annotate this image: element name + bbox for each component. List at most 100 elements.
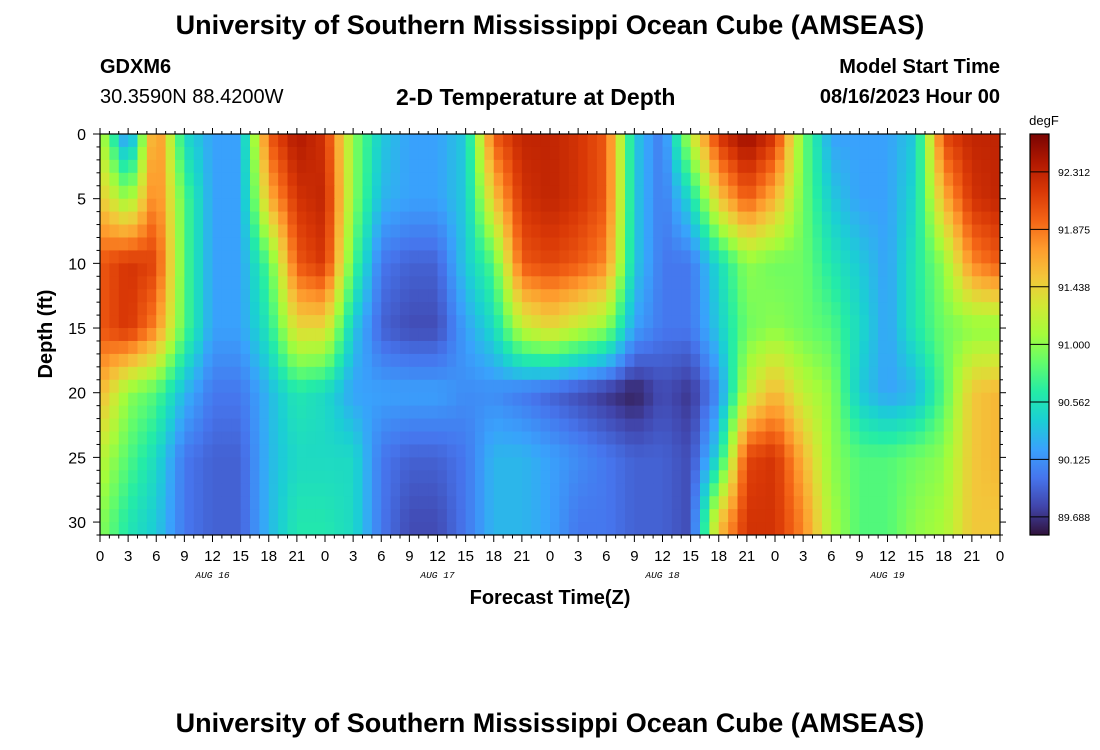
heatmap-cell (653, 224, 664, 239)
heatmap-cell (606, 379, 617, 394)
heatmap-cell (587, 522, 598, 535)
heatmap-cell (784, 444, 795, 458)
heatmap-cell (559, 522, 570, 535)
heatmap-cell (671, 315, 682, 329)
x-tick-label: 3 (799, 548, 807, 565)
heatmap-cell (896, 509, 907, 523)
heatmap-cell (531, 522, 542, 535)
heatmap-cell (137, 315, 148, 329)
heatmap-cell (240, 418, 251, 433)
heatmap-cell (493, 134, 504, 148)
heatmap-cell (606, 509, 617, 523)
heatmap-cell (971, 276, 982, 290)
heatmap-cell (840, 185, 851, 200)
heatmap-cell (437, 496, 448, 510)
heatmap-cell (718, 159, 729, 174)
heatmap-cell (625, 405, 635, 420)
heatmap-cell (793, 276, 804, 290)
heatmap-cell (175, 418, 185, 433)
heatmap-cells (100, 134, 1000, 535)
heatmap-cell (203, 405, 214, 420)
heatmap-cell (437, 366, 448, 381)
heatmap-cell (418, 353, 429, 368)
heatmap-cell (165, 185, 176, 200)
heatmap-cell (737, 289, 748, 303)
heatmap-cell (718, 302, 729, 316)
heatmap-cell (634, 159, 645, 174)
heatmap-cell (175, 509, 185, 523)
heatmap-cell (484, 263, 495, 277)
heatmap-cell (409, 224, 420, 239)
heatmap-cell (803, 392, 814, 407)
heatmap-cell (343, 444, 354, 458)
heatmap-cell (615, 392, 626, 407)
heatmap-cell (793, 444, 804, 458)
heatmap-cell (362, 496, 373, 510)
heatmap-cell (850, 250, 860, 264)
heatmap-cell (550, 509, 560, 523)
heatmap-cell (756, 366, 767, 381)
colorbar: degF 92.31291.87591.43891.00090.56290.12… (1029, 113, 1090, 536)
heatmap-cell (146, 146, 157, 161)
heatmap-cell (250, 379, 260, 394)
heatmap-cell (146, 172, 157, 187)
heatmap-cell (981, 392, 992, 407)
heatmap-cell (925, 263, 935, 277)
heatmap-cell (850, 353, 860, 368)
heatmap-cell (100, 159, 110, 174)
heatmap-cell (559, 185, 570, 200)
heatmap-cell (812, 379, 823, 394)
heatmap-cell (887, 353, 898, 368)
heatmap-cell (118, 509, 129, 523)
heatmap-cell (962, 302, 973, 316)
heatmap-cell (578, 250, 589, 264)
heatmap-cell (278, 211, 289, 226)
heatmap-cell (437, 444, 448, 458)
heatmap-cell (718, 185, 729, 200)
x-tick-label: 12 (654, 548, 671, 565)
x-tick-label: 12 (429, 548, 446, 565)
heatmap-cell (896, 340, 907, 355)
heatmap-cell (803, 250, 814, 264)
heatmap-cell (615, 405, 626, 420)
heatmap-cell (850, 211, 860, 226)
heatmap-cell (803, 289, 814, 303)
heatmap-cell (400, 263, 410, 277)
heatmap-cell (587, 172, 598, 187)
heatmap-cell (906, 457, 917, 471)
heatmap-cell (437, 405, 448, 420)
heatmap-cell (371, 328, 382, 342)
heatmap-cell (371, 159, 382, 174)
heatmap-cell (793, 457, 804, 471)
heatmap-cell (287, 522, 298, 535)
heatmap-cell (737, 366, 748, 381)
heatmap-cell (287, 496, 298, 510)
heatmap-cell (165, 418, 176, 433)
heatmap-cell (334, 276, 345, 290)
heatmap-cell (943, 509, 954, 523)
heatmap-cell (559, 470, 570, 484)
heatmap-cell (381, 496, 392, 510)
heatmap-cell (578, 392, 589, 407)
heatmap-cell (259, 353, 270, 368)
heatmap-cell (203, 250, 214, 264)
heatmap-cell (137, 366, 148, 381)
heatmap-cell (550, 185, 560, 200)
heatmap-cell (643, 224, 654, 239)
heatmap-cell (203, 302, 214, 316)
heatmap-cell (943, 366, 954, 381)
heatmap-cell (137, 444, 148, 458)
heatmap-cell (868, 418, 879, 433)
heatmap-cell (400, 353, 410, 368)
heatmap-cell (259, 522, 270, 535)
heatmap-cell (878, 483, 889, 497)
heatmap-cell (484, 392, 495, 407)
heatmap-cell (700, 509, 710, 523)
heatmap-cell (550, 470, 560, 484)
heatmap-cell (925, 315, 935, 329)
heatmap-cell (287, 366, 298, 381)
heatmap-cell (887, 315, 898, 329)
heatmap-cell (540, 198, 551, 213)
heatmap-cell (306, 250, 317, 264)
heatmap-cell (268, 172, 279, 187)
